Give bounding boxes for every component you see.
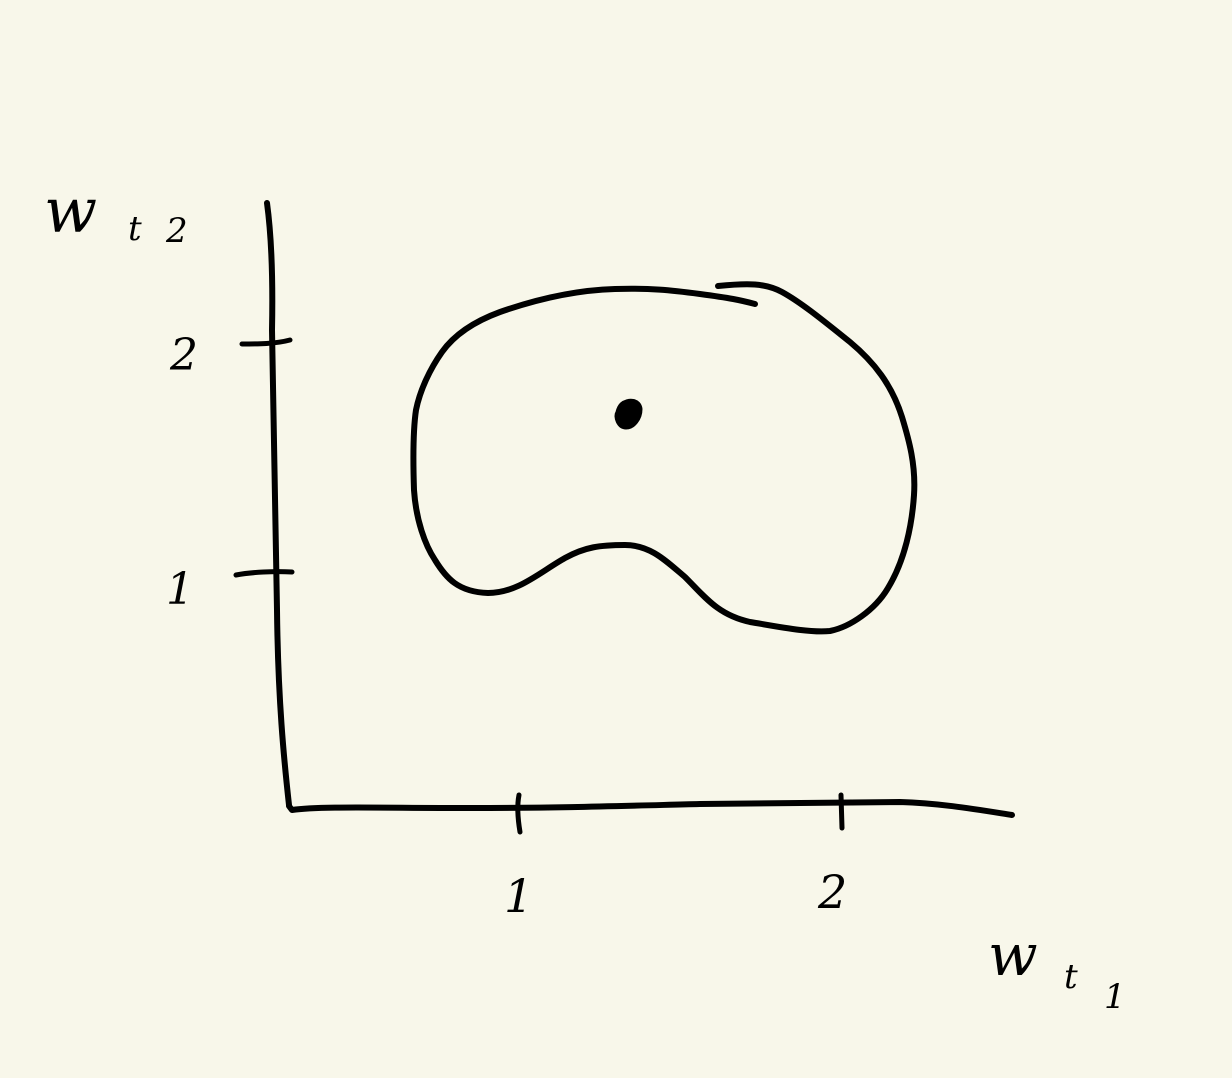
y-axis: [264, 200, 292, 808]
y-tick-2: [239, 337, 293, 347]
x-axis-label-sub: t: [1064, 957, 1078, 997]
y-axis-label-index: 2: [165, 211, 188, 251]
x-axis-label-index: 1: [1104, 977, 1126, 1017]
x-axis-label-main: w: [988, 921, 1038, 989]
center-point: [614, 398, 643, 430]
y-axis-label: w t 2: [44, 174, 188, 251]
y-axis-label-main: w: [44, 174, 97, 247]
y-axis-label-sub: t: [128, 209, 142, 249]
y-tick-label-1: 1: [166, 564, 194, 615]
y-tick-label-2: 2: [169, 330, 198, 381]
x-tick-label-2: 2: [817, 865, 847, 919]
y-tick-1: [233, 569, 295, 578]
x-tick-2: [838, 792, 845, 831]
x-tick-1: [515, 792, 523, 835]
x-axis: [286, 799, 1015, 818]
x-tick-label-1: 1: [504, 869, 533, 923]
region-outline: [410, 281, 918, 635]
x-axis-label: w t 1: [988, 921, 1126, 1017]
